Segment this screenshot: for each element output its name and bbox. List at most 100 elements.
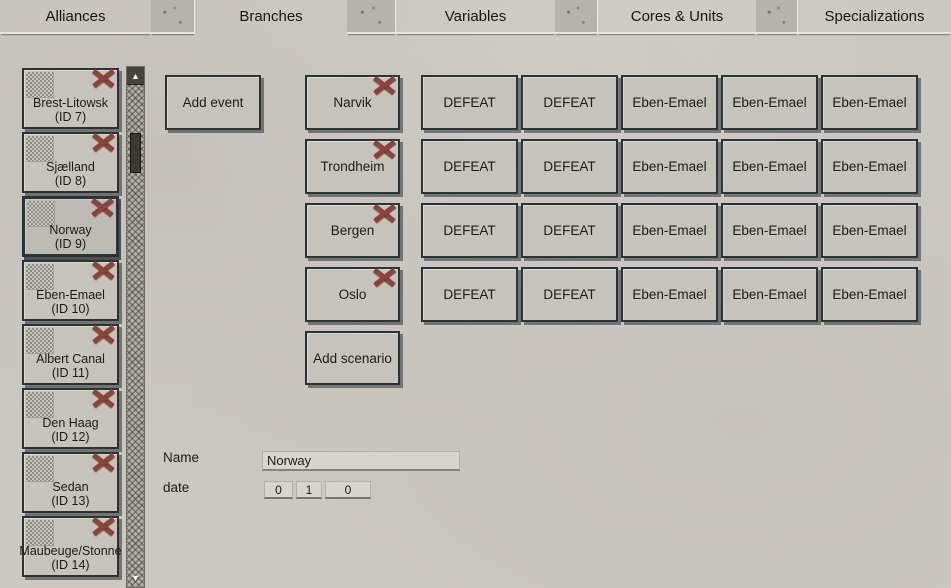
event-name: Sjælland <box>46 159 95 174</box>
event-id: (ID 13) <box>51 493 90 508</box>
tab-divider <box>756 0 798 34</box>
event-id: (ID 9) <box>54 236 87 251</box>
event-thumbnail-icon <box>26 520 54 546</box>
outcome-button[interactable]: DEFEAT <box>521 139 618 194</box>
event-name: Sedan <box>52 479 89 494</box>
tab-cores-units[interactable]: Cores & Units <box>598 0 756 34</box>
event-list: Brest-Litowsk (ID 7) Sjælland (ID 8) Nor… <box>19 68 122 580</box>
event-item-sjaelland[interactable]: Sjælland (ID 8) <box>22 132 119 193</box>
outcome-button[interactable]: Eben-Emael <box>721 203 818 258</box>
event-thumbnail-icon <box>26 136 54 162</box>
event-item-sedan[interactable]: Sedan (ID 13) <box>22 452 119 513</box>
scenario-label: Oslo <box>338 287 367 302</box>
outcome-button[interactable]: DEFEAT <box>421 267 518 322</box>
outcome-grid: DEFEAT DEFEAT Eben-Emael Eben-Emael Eben… <box>421 75 918 322</box>
scroll-down-icon: ▼ <box>131 573 140 583</box>
tab-alliances[interactable]: Alliances <box>0 0 151 34</box>
add-event-button[interactable]: Add event <box>165 75 261 130</box>
scrollbar-thumb[interactable] <box>130 133 141 173</box>
outcome-button[interactable]: Eben-Emael <box>821 139 918 194</box>
event-item-albert-canal[interactable]: Albert Canal (ID 11) <box>22 324 119 385</box>
date-field-year[interactable] <box>325 481 371 499</box>
add-scenario-button[interactable]: Add scenario <box>305 331 400 385</box>
event-list-scrollbar[interactable]: ▲ ▼ <box>126 66 145 588</box>
outcome-button[interactable]: Eben-Emael <box>621 75 718 130</box>
delete-x-icon[interactable] <box>91 388 116 409</box>
date-field-day[interactable] <box>264 481 293 499</box>
event-id: (ID 14) <box>51 557 90 572</box>
scenario-label: Bergen <box>330 223 375 238</box>
delete-x-icon[interactable] <box>372 203 397 224</box>
scenario-button-bergen[interactable]: Bergen <box>305 203 400 258</box>
outcome-button[interactable]: Eben-Emael <box>821 267 918 322</box>
scenario-button-narvik[interactable]: Narvik <box>305 75 400 130</box>
event-thumbnail-icon <box>27 201 55 227</box>
scenario-button-oslo[interactable]: Oslo <box>305 267 400 322</box>
delete-x-icon[interactable] <box>91 260 116 281</box>
tab-bar: Alliances Branches Variables Cores & Uni… <box>0 0 951 34</box>
name-input[interactable] <box>262 451 460 471</box>
event-id: (ID 11) <box>51 365 90 380</box>
event-thumbnail-icon <box>26 392 54 418</box>
outcome-button[interactable]: DEFEAT <box>421 203 518 258</box>
event-name: Norway <box>49 222 92 237</box>
scenario-label: Trondheim <box>320 159 385 174</box>
event-thumbnail-icon <box>26 264 54 290</box>
scroll-down-button[interactable]: ▼ <box>127 570 144 586</box>
outcome-button[interactable]: Eben-Emael <box>621 267 718 322</box>
event-thumbnail-icon <box>26 328 54 354</box>
tab-divider <box>555 0 598 34</box>
scenario-button-trondheim[interactable]: Trondheim <box>305 139 400 194</box>
outcome-button[interactable]: DEFEAT <box>521 267 618 322</box>
tab-specializations[interactable]: Specializations <box>798 0 951 34</box>
event-thumbnail-icon <box>26 456 54 482</box>
delete-x-icon[interactable] <box>91 452 116 473</box>
outcome-button[interactable]: Eben-Emael <box>721 139 818 194</box>
scenario-label: Narvik <box>333 95 372 110</box>
name-label: Name <box>163 450 200 465</box>
tab-variables[interactable]: Variables <box>396 0 555 34</box>
scroll-up-icon: ▲ <box>131 70 140 81</box>
event-id: (ID 10) <box>51 301 90 316</box>
outcome-button[interactable]: Eben-Emael <box>621 139 718 194</box>
delete-x-icon[interactable] <box>372 139 397 160</box>
date-label: date <box>163 480 190 495</box>
event-id: (ID 8) <box>54 173 87 188</box>
outcome-button[interactable]: DEFEAT <box>521 203 618 258</box>
delete-x-icon[interactable] <box>372 267 397 288</box>
event-item-brest-litowsk[interactable]: Brest-Litowsk (ID 7) <box>22 68 119 129</box>
outcome-button[interactable]: DEFEAT <box>421 75 518 130</box>
date-field-month[interactable] <box>296 481 322 499</box>
event-id: (ID 12) <box>51 429 90 444</box>
event-item-maubeuge-stonne[interactable]: Maubeuge/Stonne (ID 14) <box>19 516 122 577</box>
outcome-button[interactable]: Eben-Emael <box>821 203 918 258</box>
tab-divider <box>151 0 195 34</box>
delete-x-icon[interactable] <box>90 197 115 218</box>
delete-x-icon[interactable] <box>91 324 116 345</box>
outcome-button[interactable]: Eben-Emael <box>721 75 818 130</box>
event-name: Maubeuge/Stonne <box>19 543 122 558</box>
scroll-up-button[interactable]: ▲ <box>127 67 144 85</box>
event-item-den-haag[interactable]: Den Haag (ID 12) <box>22 388 119 449</box>
outcome-button[interactable]: Eben-Emael <box>721 267 818 322</box>
outcome-button[interactable]: DEFEAT <box>421 139 518 194</box>
tab-branches[interactable]: Branches <box>239 7 303 25</box>
event-thumbnail-icon <box>26 72 54 98</box>
event-name: Eben-Emael <box>36 287 105 302</box>
event-name: Brest-Litowsk <box>32 95 109 110</box>
event-name: Albert Canal <box>36 351 105 366</box>
tab-divider <box>347 0 396 34</box>
scenario-list: Narvik Trondheim Bergen Oslo Add scenari… <box>305 75 400 394</box>
event-id: (ID 7) <box>54 109 87 124</box>
delete-x-icon[interactable] <box>91 132 116 153</box>
delete-x-icon[interactable] <box>372 75 397 96</box>
delete-x-icon[interactable] <box>91 68 116 89</box>
event-item-norway[interactable]: Norway (ID 9) <box>22 196 119 257</box>
delete-x-icon[interactable] <box>91 516 116 537</box>
outcome-button[interactable]: DEFEAT <box>521 75 618 130</box>
event-item-eben-emael[interactable]: Eben-Emael (ID 10) <box>22 260 119 321</box>
outcome-button[interactable]: Eben-Emael <box>821 75 918 130</box>
event-name: Den Haag <box>42 415 99 430</box>
outcome-button[interactable]: Eben-Emael <box>621 203 718 258</box>
